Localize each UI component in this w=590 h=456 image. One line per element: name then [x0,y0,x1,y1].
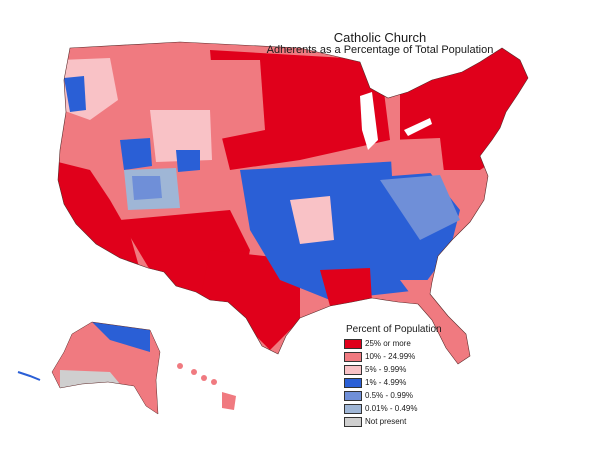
region-south-pink [290,196,334,244]
legend-item: 1% - 4.99% [344,376,464,389]
legend-swatch [344,416,362,427]
legend-label: Not present [365,417,407,426]
region-colorado-blue [176,150,200,172]
region-appalachia [380,175,460,240]
region-alaska-blue [92,322,150,352]
lake-michigan [360,92,378,150]
region-texas-west [200,250,300,350]
legend-item: Not present [344,415,464,428]
legend-item: 5% - 9.99% [344,363,464,376]
legend-title: Percent of Population [346,324,442,335]
hawaii-island-4 [211,379,217,385]
region-idaho-blue [120,138,152,170]
legend-swatch [344,377,362,388]
hawaii-big-island [222,392,236,410]
legend-swatch [344,390,362,401]
legend-item: 10% - 24.99% [344,350,464,363]
hawaii-island-1 [177,363,183,369]
region-ohio-pink [390,138,444,176]
aleutian-islands [17,371,41,381]
legend-label: 5% - 9.99% [365,365,407,374]
region-west-coast [58,160,140,270]
region-nw-blue [64,76,86,112]
map-subtitle: Adherents as a Percentage of Total Popul… [266,44,494,56]
map-title: Catholic Church [333,30,427,45]
hawaii-island-3 [201,375,207,381]
legend-label: 10% - 24.99% [365,352,416,361]
lake-erie [404,118,432,136]
legend: Percent of Population 25% or more 10% - … [344,324,464,428]
legend-swatch [344,403,362,414]
legend-swatch [344,338,362,349]
region-plains-mix [210,60,265,140]
alaska [52,322,160,414]
mainland-outline [57,41,529,365]
hawaii-island-2 [191,369,197,375]
legend-item: 0.01% - 0.49% [344,402,464,415]
legend-label: 25% or more [365,339,411,348]
region-utah-inner [132,176,162,200]
legend-swatch [344,351,362,362]
region-louisiana [320,268,372,306]
legend-item: 0.5% - 0.99% [344,389,464,402]
alaska-outline [51,321,161,415]
legend-label: 0.01% - 0.49% [365,404,418,413]
legend-item: 25% or more [344,337,464,350]
region-wyoming-pink [150,110,212,162]
legend-label: 0.5% - 0.99% [365,391,414,400]
legend-label: 1% - 4.99% [365,378,407,387]
hawaii [177,363,236,410]
legend-swatch [344,364,362,375]
